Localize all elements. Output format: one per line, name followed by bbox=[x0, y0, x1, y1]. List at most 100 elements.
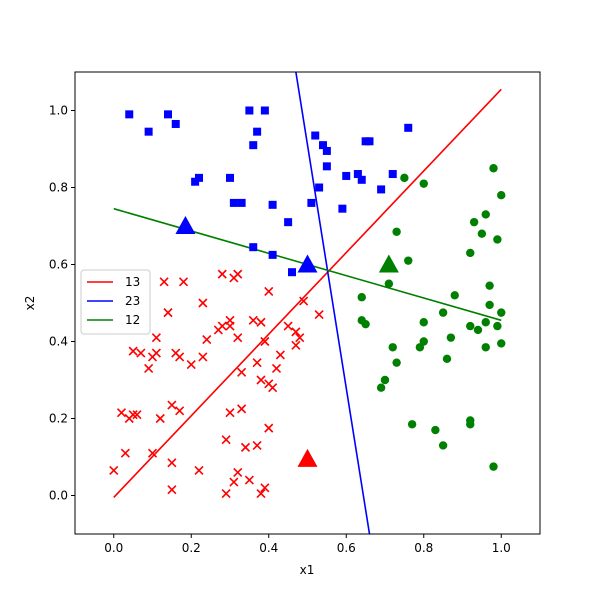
x-marker-point bbox=[268, 383, 278, 393]
circle-marker-point bbox=[376, 383, 386, 392]
x-marker-point bbox=[260, 336, 270, 347]
x-marker-point bbox=[144, 363, 154, 374]
plot-frame bbox=[74, 71, 541, 535]
square-marker-point bbox=[322, 162, 331, 171]
circle-marker-point bbox=[469, 217, 479, 227]
square-marker-point bbox=[253, 127, 262, 136]
square-marker-point bbox=[357, 175, 366, 184]
x-marker-point bbox=[217, 269, 227, 279]
x-marker-point bbox=[116, 408, 127, 418]
square-marker-point bbox=[268, 250, 277, 259]
circle-marker-point bbox=[450, 291, 459, 300]
square-marker-point bbox=[307, 198, 316, 207]
x-marker-point bbox=[248, 315, 258, 325]
x-tick-label: 0.6 bbox=[337, 541, 356, 555]
circle-marker-point bbox=[489, 164, 498, 173]
square-marker-point bbox=[164, 110, 172, 119]
square-marker-point bbox=[404, 123, 413, 132]
y-tick-label: 1.0 bbox=[49, 104, 68, 118]
x-marker-point bbox=[136, 348, 146, 358]
circle-marker-point bbox=[392, 227, 401, 236]
circle-marker-point bbox=[481, 318, 490, 327]
circle-marker-point bbox=[497, 191, 506, 200]
x-marker-point bbox=[229, 477, 239, 487]
x-marker-point bbox=[202, 335, 212, 345]
x-marker-point bbox=[233, 269, 243, 279]
circle-marker-point bbox=[481, 210, 490, 219]
square-marker-point bbox=[284, 218, 293, 227]
x-marker-point bbox=[198, 352, 208, 362]
line-13 bbox=[113, 88, 502, 498]
x-marker-point bbox=[159, 277, 169, 287]
circle-marker-point bbox=[473, 325, 483, 335]
x-tick-label: 0.8 bbox=[414, 541, 433, 555]
square-marker-point bbox=[249, 243, 258, 252]
x-marker-point bbox=[252, 358, 262, 368]
square-marker-point bbox=[288, 268, 296, 277]
x-marker-point bbox=[256, 317, 266, 327]
circle-marker-point bbox=[485, 281, 494, 290]
circle-marker-point bbox=[493, 235, 502, 244]
x-marker-point bbox=[147, 448, 158, 458]
square-marker-point bbox=[171, 119, 180, 128]
x-marker-point bbox=[291, 327, 301, 337]
legend-label-12: 12 bbox=[125, 313, 140, 327]
x-marker-point bbox=[178, 277, 189, 287]
x-marker-point bbox=[256, 489, 266, 499]
circle-marker-point bbox=[497, 308, 506, 317]
x-marker-point bbox=[151, 333, 161, 343]
centroid-triangle bbox=[297, 254, 318, 273]
square-marker-point bbox=[125, 110, 134, 119]
x-marker-point bbox=[264, 423, 274, 433]
x-tick-label: 0.4 bbox=[259, 541, 278, 555]
x-marker-point bbox=[128, 346, 138, 356]
circle-marker-point bbox=[380, 375, 390, 385]
x-marker-point bbox=[198, 298, 208, 308]
circle-marker-point bbox=[466, 248, 475, 258]
square-marker-point bbox=[319, 141, 327, 150]
square-marker-point bbox=[268, 200, 277, 209]
y-tick-label: 0.2 bbox=[49, 412, 68, 426]
centroid-triangle bbox=[175, 216, 196, 234]
legend-label-23: 23 bbox=[125, 294, 140, 308]
x-marker-point bbox=[175, 352, 185, 362]
circle-marker-point bbox=[446, 333, 456, 342]
x-marker-point bbox=[233, 467, 243, 477]
legend-label-13: 13 bbox=[125, 275, 140, 289]
square-marker-point bbox=[260, 106, 269, 115]
circle-marker-point bbox=[438, 308, 448, 317]
y-axis-ticks: 0.0 0.2 0.4 0.6 0.8 1.0 bbox=[49, 104, 75, 503]
square-marker-point bbox=[315, 183, 324, 192]
circle-marker-point bbox=[497, 339, 506, 348]
x-marker-point bbox=[167, 400, 177, 410]
circle-marker-point bbox=[466, 321, 475, 331]
circle-marker-point bbox=[392, 358, 401, 367]
square-marker-point bbox=[353, 170, 362, 179]
square-marker-point bbox=[338, 204, 347, 213]
x-marker-point bbox=[260, 483, 270, 493]
x-marker-point bbox=[299, 296, 309, 306]
x-marker-point bbox=[221, 435, 231, 445]
circle-marker-point bbox=[357, 293, 366, 302]
x-marker-point bbox=[109, 465, 119, 476]
x-marker-point bbox=[167, 458, 177, 468]
circle-marker-point bbox=[419, 337, 428, 346]
y-tick-label: 0.0 bbox=[49, 489, 68, 503]
legend-box bbox=[80, 269, 151, 335]
x-marker-point bbox=[186, 360, 196, 370]
y-tick-label: 0.8 bbox=[49, 181, 68, 195]
y-tick-label: 0.4 bbox=[49, 335, 68, 349]
circle-marker-point bbox=[477, 229, 487, 238]
x-marker-point bbox=[291, 340, 301, 350]
x-marker-point bbox=[217, 321, 227, 331]
centroid-markers bbox=[175, 216, 399, 467]
x-marker-point bbox=[225, 315, 235, 325]
data-points bbox=[109, 106, 506, 499]
circle-marker-point bbox=[388, 343, 397, 352]
x-marker-point bbox=[155, 413, 165, 424]
x-marker-point bbox=[163, 308, 173, 318]
square-marker-point bbox=[388, 170, 397, 179]
circle-marker-point bbox=[466, 416, 475, 425]
x-marker-point bbox=[264, 286, 274, 297]
x-marker-point bbox=[175, 406, 185, 416]
